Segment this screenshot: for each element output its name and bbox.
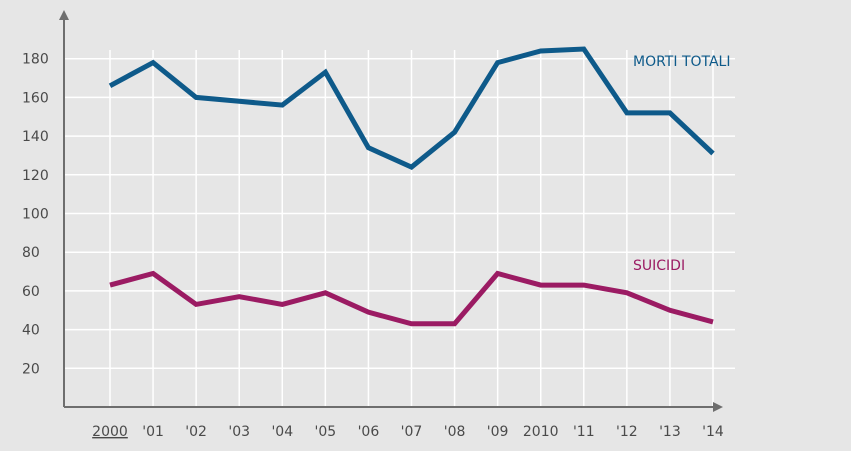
grid	[64, 50, 735, 407]
y-axis-arrow-icon	[59, 10, 69, 20]
y-tick-label: 140	[22, 129, 49, 145]
series-lines	[108, 46, 715, 327]
x-tick-label: '04	[271, 424, 293, 440]
y-tick-label: 180	[22, 52, 49, 68]
x-tick-label: 2000	[92, 424, 128, 440]
x-tick-label: '06	[358, 424, 380, 440]
x-tick-label: '13	[659, 424, 681, 440]
x-tick-labels: 2000 '01 '02 '03 '04 '05 '06 '07 '08 '09 2010 '11 '1…	[92, 424, 724, 440]
axes	[59, 10, 723, 412]
y-tick-label: 80	[22, 245, 40, 261]
y-tick-label: 20	[22, 361, 40, 377]
x-axis-arrow-icon	[713, 402, 723, 412]
x-tick-label: '08	[444, 424, 466, 440]
y-tick-label: 60	[22, 284, 40, 300]
series-line-0	[108, 46, 715, 171]
y-tick-label: 160	[22, 90, 49, 106]
x-tick-label: '05	[315, 424, 337, 440]
x-tick-label: '02	[185, 424, 207, 440]
x-tick-label: 2010	[523, 424, 559, 440]
x-tick-label: '14	[702, 424, 724, 440]
x-tick-label: '11	[573, 424, 595, 440]
x-tick-label: '03	[228, 424, 250, 440]
x-tick-label: '07	[401, 424, 423, 440]
x-tick-label: '12	[616, 424, 638, 440]
x-tick-label: '09	[487, 424, 509, 440]
series-label: SUICIDI	[633, 258, 685, 274]
y-tick-label: 120	[22, 168, 49, 184]
y-tick-label: 100	[22, 207, 49, 223]
series-label: MORTI TOTALI	[633, 54, 730, 70]
x-tick-label: '01	[142, 424, 164, 440]
y-tick-label: 40	[22, 323, 40, 339]
series-labels: MORTI TOTALI SUICIDI	[633, 54, 730, 274]
y-tick-labels: 20 40 60 80 100 120 140 160 180	[22, 52, 49, 378]
